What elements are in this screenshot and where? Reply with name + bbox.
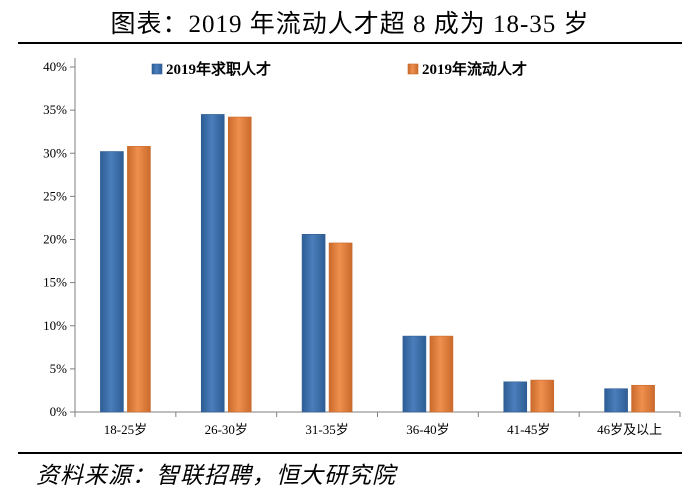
- bar-series-2: [227, 116, 252, 413]
- legend-swatch-1: [151, 63, 163, 75]
- legend-label-1: 2019年求职人才: [166, 60, 271, 78]
- x-tick-label: 26-30岁: [205, 422, 248, 437]
- x-tick-label: 36-40岁: [406, 422, 449, 437]
- bar-series-1: [503, 381, 528, 413]
- source-divider: [18, 452, 682, 454]
- title-divider: [18, 42, 682, 44]
- y-tick-label: 10%: [43, 318, 67, 333]
- bar-series-1: [301, 234, 326, 413]
- bar-series-2: [328, 242, 353, 413]
- bar-series-1: [402, 335, 427, 413]
- bar-series-1: [100, 151, 124, 413]
- y-tick-label: 0%: [50, 404, 68, 419]
- x-tick-label: 41-45岁: [507, 422, 550, 437]
- bar-series-2: [429, 335, 454, 413]
- x-tick-label: 18-25岁: [104, 422, 147, 437]
- bar-series-1: [604, 388, 628, 413]
- y-tick-label: 30%: [43, 145, 67, 160]
- x-tick-label: 46岁及以上: [597, 422, 662, 437]
- bar-series-1: [200, 114, 225, 413]
- y-tick-label: 5%: [50, 361, 68, 376]
- x-tick-label: 31-35岁: [305, 422, 348, 437]
- y-tick-label: 25%: [43, 188, 67, 203]
- y-tick-label: 15%: [43, 275, 67, 290]
- source-note: 资料来源：智联招聘，恒大研究院: [36, 463, 396, 488]
- bar-series-2: [530, 379, 555, 413]
- y-tick-label: 20%: [43, 232, 67, 247]
- chart-title: 图表：2019 年流动人才超 8 成为 18-35 岁: [110, 11, 590, 38]
- bar-series-2: [631, 384, 655, 413]
- y-tick-label: 35%: [43, 102, 67, 117]
- legend-swatch-2: [407, 63, 419, 75]
- legend-label-2: 2019年流动人才: [422, 60, 527, 78]
- y-tick-label: 40%: [43, 59, 67, 74]
- bar-series-2: [127, 146, 151, 413]
